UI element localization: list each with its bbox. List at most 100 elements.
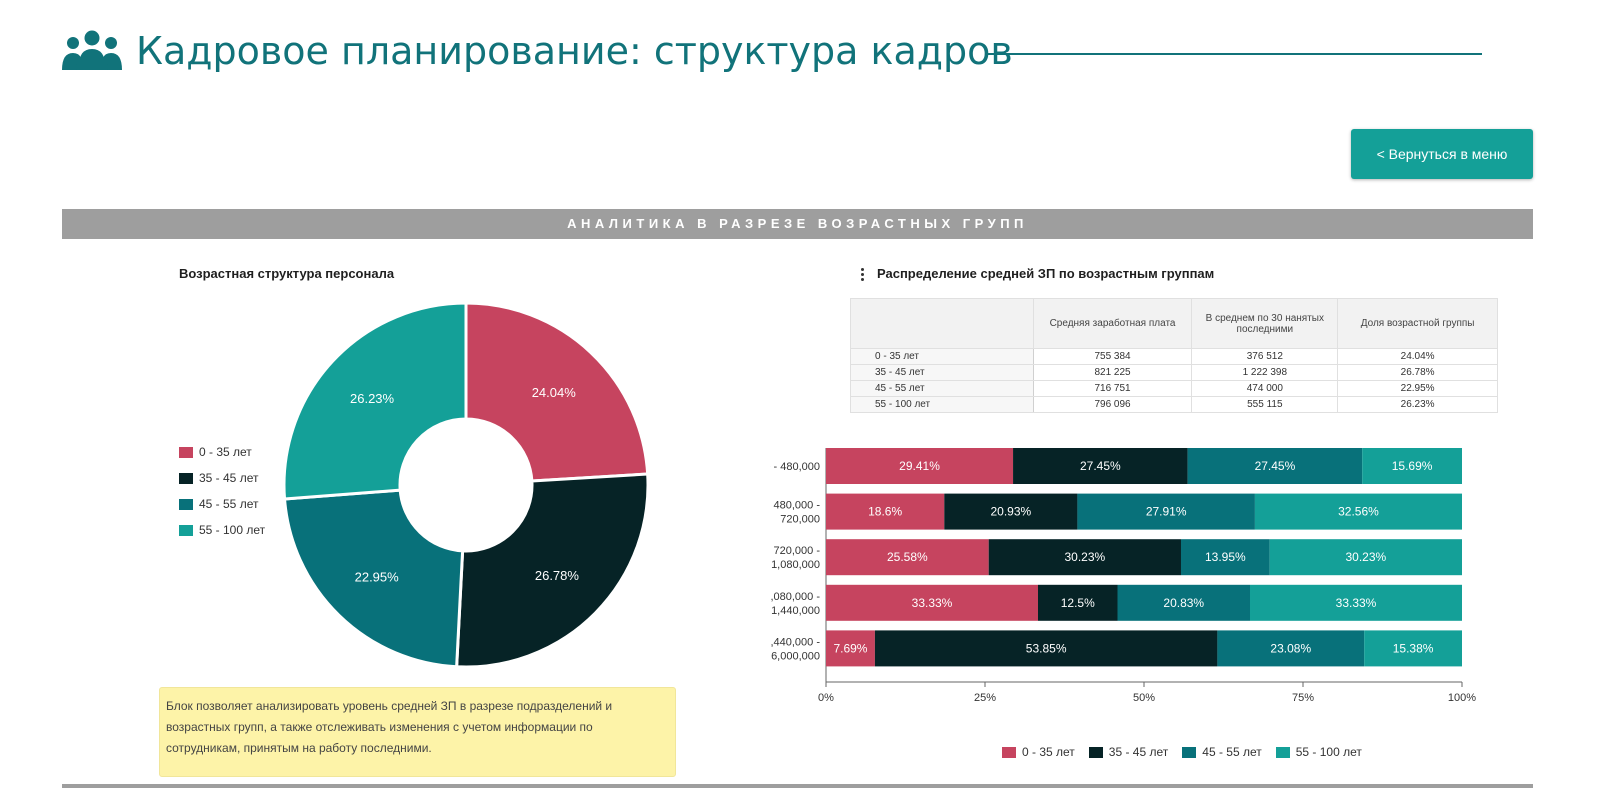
bar-segment[interactable] [1180, 539, 1270, 576]
bar-segment[interactable] [1362, 448, 1462, 484]
bar-data-label: 13.95% [1205, 550, 1246, 564]
legend-item[interactable]: 55 - 100 лет [1275, 743, 1362, 761]
bar-data-label: 53.85% [1026, 641, 1067, 655]
bar-chart-legend: 0 - 35 лет 35 - 45 лет 45 - 55 лет 55 - 100… [1002, 743, 1376, 761]
table-cell: 35 - 45 лет [850, 364, 1034, 381]
legend-label: 55 - 100 лет [1295, 745, 1362, 759]
category-label: 480,000 - [774, 500, 821, 512]
back-to-menu-button[interactable]: < Вернуться в меню [1351, 129, 1533, 179]
legend-item[interactable]: 45 - 55 лет [179, 491, 265, 517]
bar-segment[interactable] [826, 584, 1038, 621]
legend-swatch [179, 446, 193, 458]
bar-data-label: 25.58% [887, 550, 928, 564]
bar-data-label: 23.08% [1270, 641, 1311, 655]
category-label: 0 - 480,000 [770, 461, 820, 473]
legend-swatch [1088, 746, 1103, 758]
donut-slice[interactable] [464, 301, 650, 483]
table-header-cell: Средняя заработная плата [1032, 298, 1193, 349]
bar-data-label: 18.6% [868, 505, 902, 519]
legend-label: 0 - 35 лет [1022, 745, 1075, 759]
bar-segment[interactable] [826, 630, 875, 667]
section-banner: АНАЛИТИКА В РАЗРЕЗЕ ВОЗРАСТНЫХ ГРУПП [62, 209, 1533, 239]
bar-segment[interactable] [826, 493, 945, 530]
bar-segment[interactable] [1077, 493, 1255, 530]
donut-slice[interactable] [282, 488, 465, 669]
more-options-icon[interactable] [860, 268, 866, 282]
legend-item[interactable]: 45 - 55 лет [1182, 743, 1262, 761]
legend-swatch [179, 524, 193, 536]
donut-slice-label: 22.95% [355, 570, 400, 585]
bar-segment[interactable] [1364, 630, 1462, 667]
table-cell: 45 - 55 лет [850, 380, 1034, 397]
legend-swatch [1002, 746, 1016, 758]
page-header: Кадровое планирование: структура кадров [62, 26, 1522, 78]
bar-data-label: 20.93% [991, 505, 1032, 519]
bar-segment[interactable] [1117, 584, 1250, 621]
bar-segment[interactable] [874, 630, 1218, 667]
bar-segment[interactable] [1013, 448, 1188, 484]
x-tick-label: 25% [974, 692, 996, 704]
x-tick-label: 100% [1448, 692, 1476, 704]
age-structure-title: Возрастная структура персонала [179, 266, 395, 281]
legend-label: 45 - 55 лет [1202, 745, 1262, 759]
donut-slice-label: 26.23% [350, 391, 395, 406]
bar-data-label: 30.23% [1346, 550, 1387, 564]
bar-data-label: 27.91% [1146, 505, 1187, 519]
x-tick-label: 50% [1133, 692, 1155, 704]
legend-label: 45 - 55 лет [199, 497, 259, 511]
bar-segment[interactable] [826, 448, 1014, 484]
legend-item[interactable]: 55 - 100 лет [179, 517, 265, 543]
bar-segment[interactable] [1254, 493, 1462, 530]
category-label: 1,080,000 - [770, 591, 820, 603]
table-cell: 755 384 [1032, 348, 1193, 365]
table-header-cell: В среднем по 30 нанятых последними [1191, 298, 1339, 349]
category-label: 1,080,000 [771, 559, 820, 571]
bar-segment[interactable] [826, 539, 989, 576]
legend-label: 0 - 35 лет [199, 445, 252, 459]
bar-data-label: 12.5% [1061, 596, 1095, 610]
bottom-divider [62, 784, 1533, 788]
bar-data-label: 30.23% [1064, 550, 1105, 564]
bar-segment[interactable] [944, 493, 1078, 530]
legend-label: 55 - 100 лет [199, 523, 266, 537]
legend-swatch [1182, 746, 1197, 758]
page-title: Кадровое планирование: структура кадров [136, 29, 1013, 73]
legend-item[interactable]: 35 - 45 лет [1088, 743, 1169, 761]
bar-segment[interactable] [1217, 630, 1365, 667]
bar-segment[interactable] [1187, 448, 1363, 484]
legend-swatch [179, 498, 193, 510]
table-cell: 26.23% [1337, 396, 1498, 413]
table-cell: 26.78% [1337, 364, 1498, 381]
donut-slice-label: 24.04% [532, 385, 577, 400]
donut-slice[interactable] [282, 301, 468, 501]
legend-label: 35 - 45 лет [1108, 745, 1169, 759]
legend-item[interactable]: 0 - 35 лет [1002, 743, 1075, 761]
table-cell: 0 - 35 лет [850, 348, 1034, 365]
bar-data-label: 15.38% [1393, 641, 1434, 655]
table-cell: 22.95% [1337, 380, 1498, 397]
donut-slice-label: 26.78% [535, 568, 580, 583]
info-note: Блок позволяет анализировать уровень сре… [159, 687, 676, 777]
bar-segment[interactable] [1038, 584, 1118, 621]
table-row: 0 - 35 лет 755 384 376 512 24.04% [850, 348, 1498, 365]
bar-data-label: 27.45% [1080, 459, 1121, 473]
legend-item[interactable]: 0 - 35 лет [179, 439, 265, 465]
table-header-cell: Доля возрастной группы [1337, 298, 1498, 349]
bar-segment[interactable] [1269, 539, 1462, 576]
table-cell: 821 225 [1032, 364, 1193, 381]
salary-band-stacked-bar-chart: 29.41% 27.45% 27.45% 15.69% 0 - 480,000 18.6%… [770, 448, 1476, 704]
table-cell: 24.04% [1337, 348, 1498, 365]
salary-distribution-title: Распределение средней ЗП по возрастным г… [877, 266, 1215, 281]
legend-item[interactable]: 35 - 45 лет [179, 465, 265, 491]
donut-slice[interactable] [455, 472, 650, 669]
bar-segment[interactable] [1250, 584, 1462, 621]
table-row: 55 - 100 лет 796 096 555 115 26.23% [850, 396, 1498, 413]
bar-data-label: 27.45% [1255, 459, 1296, 473]
category-label: 6,000,000 [771, 650, 820, 662]
table-cell: 716 751 [1032, 380, 1193, 397]
bar-segment[interactable] [988, 539, 1181, 576]
table-row: 35 - 45 лет 821 225 1 222 398 26.78% [850, 364, 1498, 381]
legend-label: 35 - 45 лет [199, 471, 259, 485]
age-structure-donut: 24.04% 26.78% 22.95% 26.23% [282, 301, 650, 669]
table-cell: 796 096 [1032, 396, 1193, 413]
